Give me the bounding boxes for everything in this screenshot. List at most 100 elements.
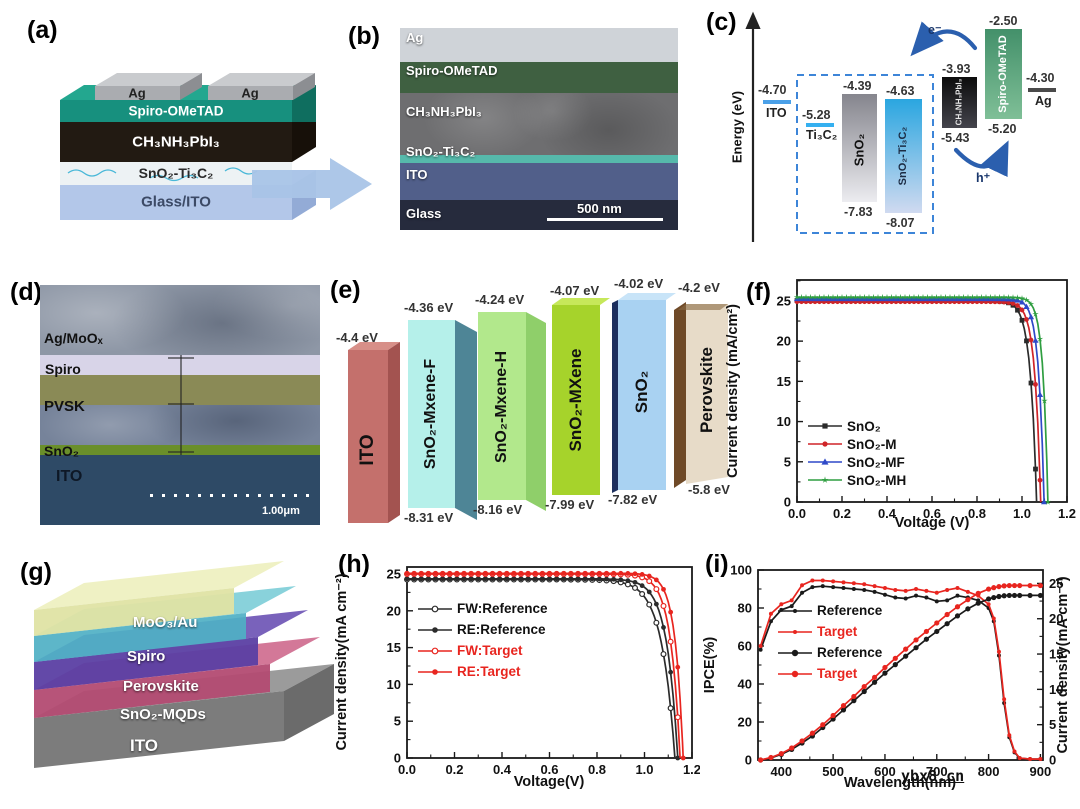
svg-text:800: 800 bbox=[978, 764, 1000, 779]
svg-text:600: 600 bbox=[874, 764, 896, 779]
device-stack-g bbox=[34, 561, 334, 768]
svg-text:1.2: 1.2 bbox=[683, 762, 700, 777]
ev-sno2-bottom: -7.83 bbox=[844, 205, 873, 219]
svg-text:Current density(mA cm⁻²): Current density(mA cm⁻²) bbox=[1055, 576, 1071, 753]
ev-ito: -4.70 bbox=[758, 83, 787, 97]
ev-ag: -4.30 bbox=[1026, 71, 1055, 85]
name-sno2ti: SnO₂-Ti₃C₂ bbox=[897, 126, 909, 186]
svg-text:5: 5 bbox=[1049, 717, 1056, 732]
electron-label: e⁻ bbox=[928, 23, 942, 37]
panel-f-label: (f) bbox=[746, 278, 771, 306]
svg-text:0.0: 0.0 bbox=[788, 506, 806, 521]
sem-d-label-spiro: Spiro bbox=[45, 361, 81, 377]
sem-b-label-ito: ITO bbox=[406, 167, 428, 182]
svg-text:15: 15 bbox=[777, 374, 791, 389]
ev-e-sno2-bottom: -7.82 eV bbox=[608, 492, 658, 507]
svg-text:0.2: 0.2 bbox=[833, 506, 851, 521]
ev-e-ito-top: -4.4 eV bbox=[336, 330, 378, 345]
band-spiro bbox=[985, 29, 1022, 119]
block-label-mxene-f: SnO₂-Mxene-F bbox=[422, 358, 439, 470]
svg-text:20: 20 bbox=[777, 334, 791, 349]
stack-label-spiro: Spiro bbox=[127, 648, 166, 665]
svg-text:Wavelength(nm): Wavelength(nm) bbox=[844, 775, 956, 791]
svg-text:0.8: 0.8 bbox=[968, 506, 986, 521]
block-label-ito: ITO bbox=[357, 434, 378, 466]
svg-text:10: 10 bbox=[1049, 682, 1063, 697]
block-label-mxene: SnO₂-MXene bbox=[566, 348, 585, 452]
sem-b-label-glass: Glass bbox=[406, 206, 442, 221]
ev-e-h-top: -4.24 eV bbox=[475, 292, 525, 307]
legend-h: FW:Reference RE:Reference FW:Target RE:Targ… bbox=[416, 598, 548, 682]
svg-text:1.2: 1.2 bbox=[1058, 506, 1076, 521]
svg-text:0.2: 0.2 bbox=[445, 762, 463, 777]
sem-d-label-sno2: SnO₂ bbox=[44, 443, 79, 459]
layer-label-ag-left: Ag bbox=[128, 85, 146, 101]
band-perovskite bbox=[942, 77, 977, 128]
stack-label-moo3au: MoO₃/Au bbox=[133, 614, 198, 631]
svg-text:Voltage(V): Voltage(V) bbox=[514, 774, 585, 790]
ev-pvk-bottom: -5.43 bbox=[941, 131, 970, 145]
name-ag: Ag bbox=[1035, 94, 1052, 108]
ev-e-h-bottom: -8.16 eV bbox=[473, 502, 523, 517]
panel-i-label: (i) bbox=[705, 550, 729, 578]
svg-text:0.4: 0.4 bbox=[493, 762, 512, 777]
svg-text:0: 0 bbox=[745, 753, 752, 768]
device-schematic-a bbox=[60, 73, 316, 220]
layer-label-etl: SnO₂-Ti₃C₂ bbox=[138, 165, 214, 181]
block-label-sno2: SnO₂ bbox=[632, 370, 651, 414]
panel-a-label: (a) bbox=[27, 16, 58, 44]
hole-label: h⁺ bbox=[976, 171, 991, 185]
ev-sno2ti-bottom: -8.07 bbox=[886, 216, 915, 230]
panel-h-label: (h) bbox=[338, 550, 370, 578]
svg-text:1.0: 1.0 bbox=[635, 762, 653, 777]
ev-e-f-top: -4.36 eV bbox=[404, 300, 454, 315]
sem-b-label-etl: SnO₂-Ti₃C₂ bbox=[406, 144, 476, 159]
chart-h-jv: 0.0 0.2 0.4 0.6 0.8 1.0 1.2 0 5 10 15 20 25 Voltage(V… bbox=[330, 540, 701, 809]
svg-text:0: 0 bbox=[394, 751, 401, 766]
svg-text:10: 10 bbox=[777, 414, 791, 429]
sem-b-label-spiro: Spiro-OMeTAD bbox=[406, 63, 498, 78]
block-label-perovskite: Perovskite bbox=[697, 347, 716, 433]
svg-text:80: 80 bbox=[738, 601, 752, 616]
band-sno2 bbox=[842, 94, 877, 202]
svg-text:25: 25 bbox=[1049, 576, 1063, 591]
ev-sno2ti-top: -4.63 bbox=[886, 84, 915, 98]
panel-c-label: (c) bbox=[706, 8, 737, 36]
svg-text:900: 900 bbox=[1030, 764, 1052, 779]
svg-text:20: 20 bbox=[1049, 611, 1063, 626]
sem-d-label-agmoox: Ag/MoOₓ bbox=[44, 330, 103, 346]
svg-text:5: 5 bbox=[784, 454, 791, 469]
panel-g-label: (g) bbox=[20, 558, 52, 586]
scalebar-text-b: 500 nm bbox=[577, 201, 622, 216]
svg-text:0: 0 bbox=[784, 495, 791, 510]
stack-label-mqd: SnO₂-MQDs bbox=[120, 706, 206, 723]
layer-label-glass: Glass/ITO bbox=[141, 193, 211, 211]
ev-e-sno2-top: -4.02 eV bbox=[614, 276, 664, 291]
svg-text:1.0: 1.0 bbox=[1013, 506, 1031, 521]
arrow-a-to-b-icon bbox=[252, 158, 372, 210]
svg-text:25: 25 bbox=[387, 566, 401, 581]
sem-image-b bbox=[400, 28, 678, 230]
chart-f-jv: 0.0 0.2 0.4 0.6 0.8 1.0 1.2 0 5 10 15 20 25 Voltage (… bbox=[720, 265, 1080, 540]
layer-label-spiro: Spiro-OMeTAD bbox=[128, 103, 224, 119]
energy-diagram-axis bbox=[745, 11, 1009, 242]
svg-text:5: 5 bbox=[394, 714, 401, 729]
svg-text:0.4: 0.4 bbox=[878, 506, 897, 521]
sem-d-label-pvsk: PVSK bbox=[44, 398, 85, 415]
name-sno2: SnO₂ bbox=[851, 133, 867, 167]
svg-text:0.8: 0.8 bbox=[588, 762, 606, 777]
ev-e-pvk-top: -4.2 eV bbox=[678, 280, 720, 295]
svg-text:15: 15 bbox=[1049, 647, 1063, 662]
ruler-dots bbox=[150, 494, 312, 497]
energy-axis-label: Energy (eV) bbox=[729, 90, 745, 164]
ev-e-mx-top: -4.07 eV bbox=[550, 283, 600, 298]
watermark: ybx8.cn bbox=[901, 767, 965, 785]
svg-text:700: 700 bbox=[926, 764, 948, 779]
sem-image-d bbox=[40, 285, 320, 525]
ev-ti3c2: -5.28 bbox=[802, 108, 831, 122]
svg-text:500: 500 bbox=[822, 764, 844, 779]
svg-text:0.6: 0.6 bbox=[540, 762, 558, 777]
level-ag bbox=[1028, 88, 1056, 92]
chart-i-ipce: 400 500 600 700 800 900 0 20 40 60 80 100 0 5 10 15 20 25… bbox=[700, 540, 1080, 809]
